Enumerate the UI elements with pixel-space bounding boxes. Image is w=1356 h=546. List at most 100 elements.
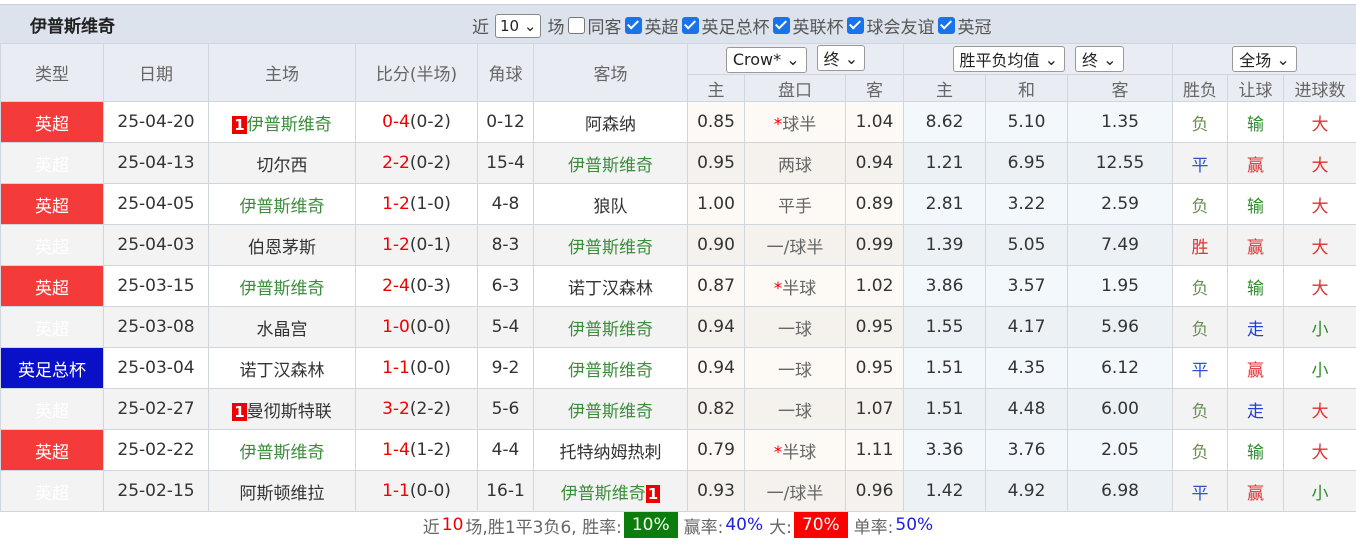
result-wl: 平 (1172, 142, 1229, 184)
full-time-score: 1-2 (382, 194, 410, 214)
chevron-down-icon: ⌄ (844, 48, 859, 68)
half-time-score: (0-0) (409, 317, 451, 337)
score[interactable]: 1-1(0-0) (355, 470, 478, 512)
score[interactable]: 1-2(0-1) (355, 224, 478, 266)
score[interactable]: 1-2(1-0) (355, 183, 478, 225)
home-team: 1 伊普斯维奇 (208, 101, 356, 143)
away-team-name[interactable]: 伊普斯维奇 (560, 483, 646, 504)
team-title: 伊普斯维奇 (30, 16, 115, 37)
result-handicap: 赢 (1227, 142, 1285, 184)
ah-stage-select[interactable]: 终 ⌄ (816, 45, 866, 72)
away-team-name[interactable]: 伊普斯维奇 (568, 319, 653, 340)
corners: 4-8 (477, 183, 534, 225)
ah-away-odds: 1.07 (844, 388, 905, 430)
eu-home-odds: 3.86 (903, 265, 987, 307)
ah-line: 平手 (744, 183, 846, 225)
eu-away-odds: 6.98 (1067, 470, 1174, 512)
home-team-name[interactable]: 水晶宫 (256, 319, 308, 340)
eu-draw-odds: 3.57 (985, 265, 1069, 307)
score[interactable]: 0-4(0-2) (355, 101, 478, 143)
away-team-name[interactable]: 阿森纳 (585, 114, 636, 135)
title-bar: 伊普斯维奇 近 10 ⌄ 场 同客 英超 英足总杯 英联杯 球会友谊 英冠 (0, 4, 1356, 43)
home-team-name[interactable]: 曼彻斯特联 (246, 401, 332, 422)
score[interactable]: 2-4(0-3) (355, 265, 478, 307)
ah-away-odds: 0.96 (844, 470, 905, 512)
competition-checkbox[interactable] (773, 17, 791, 34)
home-team-name[interactable]: 伊普斯维奇 (239, 196, 325, 217)
competition-type: 英超 (0, 142, 104, 184)
result-handicap: 输 (1227, 265, 1285, 307)
col-away: 客场 (533, 43, 688, 102)
eu-away-odds: 6.12 (1067, 347, 1174, 389)
home-team-name[interactable]: 阿斯顿维拉 (239, 483, 325, 504)
eu-draw-odds: 4.35 (985, 347, 1069, 389)
ah-line-value: 一球 (778, 360, 812, 381)
away-team-name[interactable]: 诺丁汉森林 (568, 278, 653, 299)
home-team: 诺丁汉森林 (208, 347, 356, 389)
score[interactable]: 1-4(1-2) (355, 429, 478, 471)
ah-stage-value: 终 (823, 50, 840, 70)
result-handicap: 赢 (1227, 347, 1285, 389)
eu-home-odds: 2.81 (903, 183, 987, 225)
away-team: 狼队 (533, 183, 688, 225)
corners: 5-4 (477, 306, 534, 348)
home-team-name[interactable]: 伊普斯维奇 (239, 442, 325, 463)
same-venue-checkbox[interactable] (568, 17, 586, 34)
ah-line-value: 半球 (782, 442, 817, 463)
table-row: 英足总杯 25-03-04 诺丁汉森林 1-1(0-0) 9-2 伊普斯维奇 0… (0, 347, 1356, 389)
home-team-name[interactable]: 伊普斯维奇 (239, 278, 325, 299)
home-team: 切尔西 (208, 142, 356, 184)
home-team-name[interactable]: 伊普斯维奇 (246, 114, 332, 135)
corners: 4-4 (477, 429, 534, 471)
count-select[interactable]: 10 ⌄ (495, 13, 542, 38)
competition-checkbox[interactable] (625, 17, 643, 34)
away-team-name[interactable]: 伊普斯维奇 (568, 155, 653, 176)
table-row: 英超 25-04-03 伯恩茅斯 1-2(0-1) 8-3 伊普斯维奇 0.90… (0, 224, 1356, 266)
score[interactable]: 2-2(0-2) (355, 142, 478, 184)
competition-checkbox[interactable] (682, 17, 700, 34)
ah-away-odds: 1.11 (844, 429, 905, 471)
summary-bar: 近 10 场,胜1平3负6, 胜率: 10% 赢率: 40% 大: 70% 单率: 50% (0, 512, 1356, 538)
away-team-name[interactable]: 托特纳姆热刺 (559, 442, 662, 463)
ah-away-odds: 0.99 (844, 224, 905, 266)
score[interactable]: 1-0(0-0) (355, 306, 478, 348)
away-team-name[interactable]: 狼队 (593, 196, 628, 217)
ah-company-select[interactable]: Crow* ⌄ (725, 46, 807, 73)
home-team-name[interactable]: 诺丁汉森林 (239, 360, 325, 381)
chevron-down-icon: ⌄ (523, 16, 537, 35)
match-date: 25-03-04 (103, 347, 209, 389)
eu-stage-select[interactable]: 终 ⌄ (1075, 46, 1124, 72)
eu-type-select[interactable]: 胜平负均值 ⌄ (952, 46, 1066, 72)
eu-home-odds: 1.42 (903, 470, 987, 512)
col-eu-draw: 和 (985, 74, 1069, 102)
competition-checkbox[interactable] (938, 17, 956, 34)
red-card-badge: 1 (232, 115, 247, 134)
cover-rate: 40% (725, 515, 764, 535)
ah-away-odds: 1.02 (844, 265, 905, 307)
home-team-name[interactable]: 伯恩茅斯 (248, 237, 316, 258)
score[interactable]: 1-1(0-0) (355, 347, 478, 389)
home-team: 伊普斯维奇 (208, 429, 356, 471)
corners: 8-3 (477, 224, 534, 266)
table-row: 英超 25-02-27 1 曼彻斯特联 3-2(2-2) 5-6 伊普斯维奇 0.… (0, 388, 1356, 430)
col-wl: 胜负 (1172, 74, 1229, 102)
corners: 5-6 (477, 388, 534, 430)
competition-checkbox[interactable] (847, 17, 865, 34)
result-scope-select[interactable]: 全场 ⌄ (1232, 46, 1297, 72)
ah-line-value: 平手 (778, 196, 812, 217)
away-team-name[interactable]: 伊普斯维奇 (568, 401, 653, 422)
away-team-name[interactable]: 伊普斯维奇 (568, 360, 653, 381)
result-handicap: 走 (1227, 306, 1285, 348)
table-row: 英超 25-03-15 伊普斯维奇 2-4(0-3) 6-3 诺丁汉森林 0.8… (0, 265, 1356, 307)
half-time-score: (0-0) (409, 481, 451, 501)
ah-home-odds: 0.79 (687, 429, 745, 471)
competition-label: 英冠 (957, 18, 992, 38)
score[interactable]: 3-2(2-2) (355, 388, 478, 430)
match-date: 25-03-15 (103, 265, 209, 307)
away-team-name[interactable]: 伊普斯维奇 (568, 237, 653, 258)
home-team-name[interactable]: 切尔西 (256, 155, 308, 176)
eu-away-odds: 7.49 (1067, 224, 1174, 266)
ah-line: *半球 (744, 429, 846, 471)
away-team: 伊普斯维奇 (533, 224, 688, 266)
home-team: 阿斯顿维拉 (208, 470, 356, 512)
